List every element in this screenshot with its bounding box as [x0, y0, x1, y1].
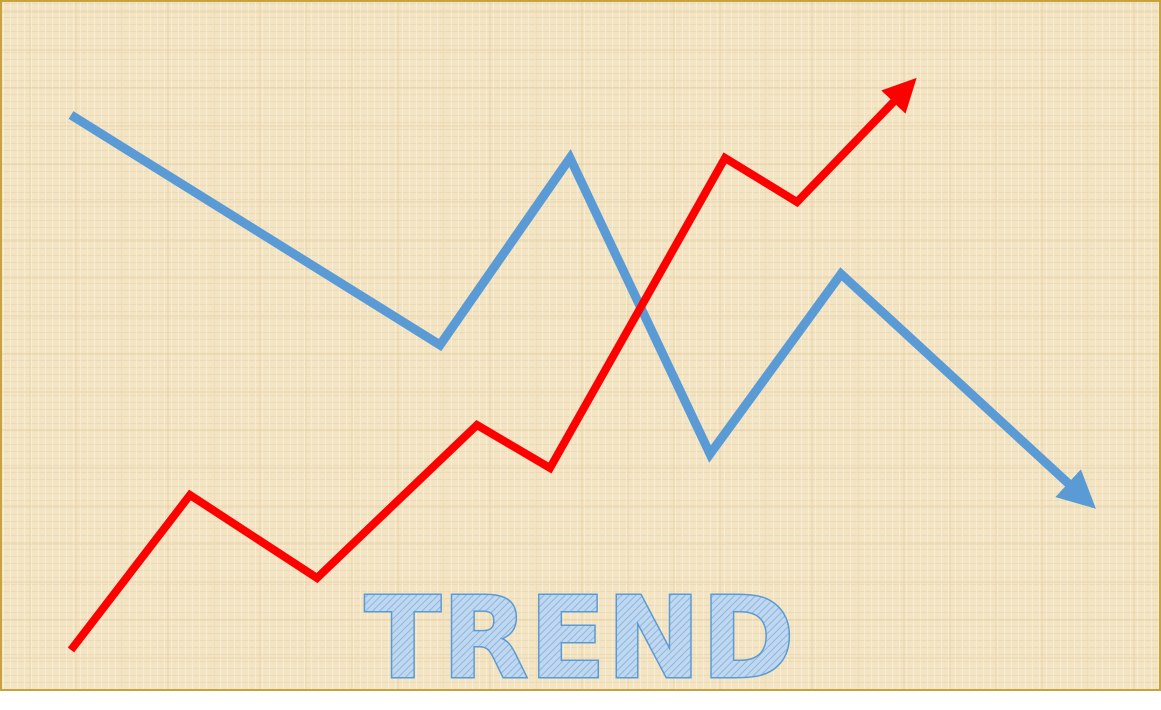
bottom-strip: [0, 691, 1161, 710]
slide-border: [0, 0, 1161, 691]
trend-title: TREND: [365, 574, 796, 704]
rising-trend-line: [67, 77, 917, 653]
